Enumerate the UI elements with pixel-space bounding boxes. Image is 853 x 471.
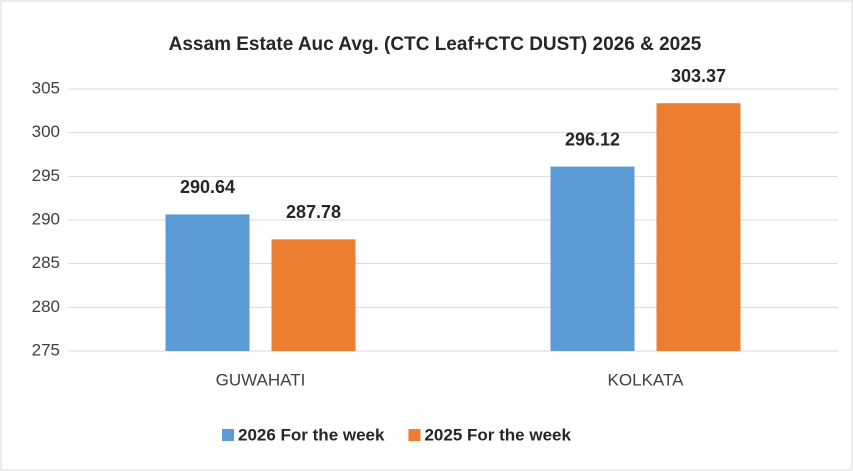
data-label: 296.12 xyxy=(565,129,620,149)
y-tick-label: 280 xyxy=(32,297,60,316)
y-tick-label: 295 xyxy=(32,166,60,185)
legend-swatch xyxy=(222,429,234,441)
bar xyxy=(656,103,741,351)
bar xyxy=(271,239,356,351)
x-tick-label: GUWAHATI xyxy=(216,370,306,389)
legend-swatch xyxy=(408,429,421,441)
data-label: 290.64 xyxy=(180,177,235,197)
y-tick-label: 275 xyxy=(32,340,60,359)
y-tick-label: 300 xyxy=(32,122,60,141)
data-label: 303.37 xyxy=(671,66,726,86)
y-tick-label: 285 xyxy=(32,253,60,272)
bar xyxy=(165,214,250,351)
data-label: 287.78 xyxy=(286,202,341,222)
chart-title: Assam Estate Auc Avg. (CTC Leaf+CTC DUST… xyxy=(169,34,702,55)
x-tick-label: KOLKATA xyxy=(608,370,685,389)
bar xyxy=(550,166,635,351)
y-tick-label: 305 xyxy=(32,78,60,97)
y-tick-label: 290 xyxy=(32,209,60,228)
legend-label: 2025 For the week xyxy=(424,425,571,444)
legend-label: 2026 For the week xyxy=(238,425,385,444)
